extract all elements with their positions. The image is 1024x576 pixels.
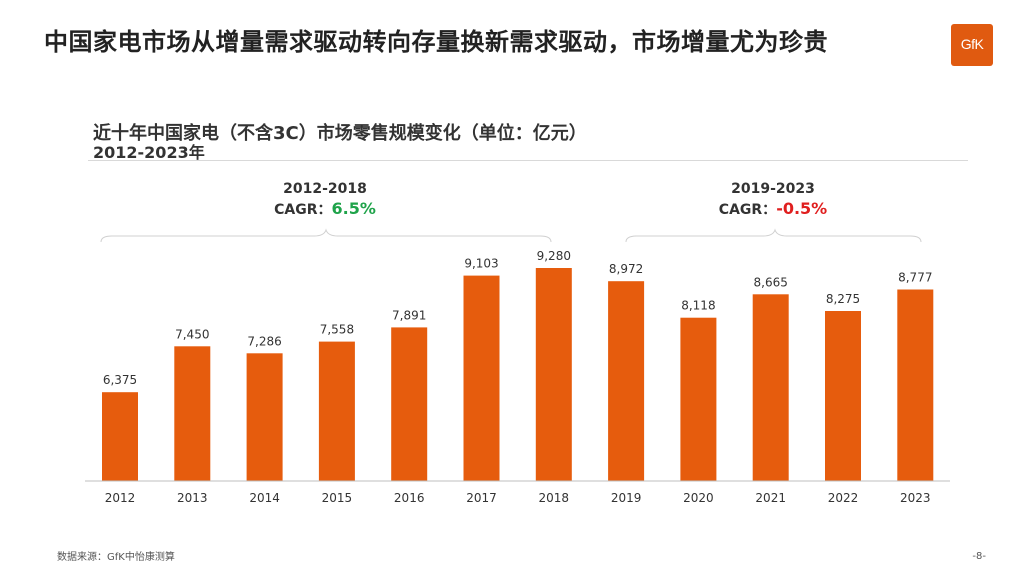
bar-2015 bbox=[318, 341, 355, 481]
period-brace-2012-2018 bbox=[100, 228, 552, 243]
x-tick-label-2017: 2017 bbox=[466, 491, 497, 505]
footer-source: 数据来源：GfK中怡康测算 bbox=[57, 552, 175, 563]
period-annotation-2019-2023: 2019-2023 CAGR：-0.5% bbox=[663, 180, 883, 221]
x-tick-label-2020: 2020 bbox=[683, 491, 714, 505]
cagr-label: CAGR： bbox=[718, 202, 777, 218]
data-label-2012: 6,375 bbox=[103, 373, 137, 387]
data-label-2019: 8,972 bbox=[609, 262, 643, 276]
period-cagr-line: CAGR：6.5% bbox=[215, 198, 435, 221]
slide-title: 中国家电市场从增量需求驱动转向存量换新需求驱动，市场增量尤为珍贵 bbox=[44, 28, 828, 56]
bar-2017 bbox=[463, 275, 500, 481]
cagr-label: CAGR： bbox=[274, 202, 332, 218]
x-tick-label-2013: 2013 bbox=[177, 491, 208, 505]
data-label-2021: 8,665 bbox=[754, 275, 788, 289]
bar-2012 bbox=[102, 392, 138, 481]
bar-2022 bbox=[825, 311, 861, 481]
bars-group: 6,375 2012 7,450 2013 7,286 2014 7,558 2015 7,89… bbox=[102, 249, 934, 505]
x-tick-label-2023: 2023 bbox=[900, 491, 931, 505]
chart-title: 近十年中国家电（不含3C）市场零售规模变化（单位：亿元） bbox=[93, 123, 587, 144]
x-tick-label-2012: 2012 bbox=[105, 491, 136, 505]
bar-2019 bbox=[608, 281, 645, 481]
data-label-2016: 7,891 bbox=[392, 308, 426, 322]
bar-2020 bbox=[680, 317, 717, 481]
data-label-2018: 9,280 bbox=[537, 249, 571, 263]
x-tick-label-2021: 2021 bbox=[755, 491, 786, 505]
period-annotation-2012-2018: 2012-2018 CAGR：6.5% bbox=[215, 180, 435, 221]
bar-2018 bbox=[535, 268, 572, 481]
x-tick-label-2022: 2022 bbox=[828, 491, 859, 505]
data-label-2014: 7,286 bbox=[247, 334, 281, 348]
bar-2023 bbox=[897, 289, 934, 481]
cagr-value: 6.5% bbox=[331, 199, 376, 218]
data-label-2022: 8,275 bbox=[826, 292, 860, 306]
gfk-logo-text: GfK bbox=[960, 36, 984, 52]
cagr-value: -0.5% bbox=[776, 199, 828, 218]
x-tick-label-2016: 2016 bbox=[394, 491, 425, 505]
bar-2014 bbox=[246, 353, 283, 481]
chart-subtitle: 2012-2023年 bbox=[93, 143, 205, 162]
x-tick-label-2018: 2018 bbox=[539, 491, 570, 505]
period-brace-2019-2023 bbox=[625, 228, 922, 243]
bar-2013 bbox=[174, 346, 211, 481]
x-tick-label-2019: 2019 bbox=[611, 491, 642, 505]
gfk-logo: GfK bbox=[951, 24, 993, 66]
data-label-2015: 7,558 bbox=[320, 323, 354, 337]
x-tick-label-2014: 2014 bbox=[249, 491, 280, 505]
period-cagr-line: CAGR：-0.5% bbox=[663, 198, 883, 221]
data-label-2020: 8,118 bbox=[681, 299, 715, 313]
x-tick-label-2015: 2015 bbox=[322, 491, 353, 505]
period-range-label: 2012-2018 bbox=[283, 181, 367, 197]
bar-2021 bbox=[752, 294, 789, 481]
bar-2016 bbox=[391, 327, 428, 481]
title-divider bbox=[88, 160, 968, 161]
data-label-2023: 8,777 bbox=[898, 271, 932, 285]
page-number: -8- bbox=[972, 551, 986, 562]
data-label-2017: 9,103 bbox=[464, 257, 498, 271]
period-range-label: 2019-2023 bbox=[731, 181, 815, 197]
data-label-2013: 7,450 bbox=[175, 327, 209, 341]
